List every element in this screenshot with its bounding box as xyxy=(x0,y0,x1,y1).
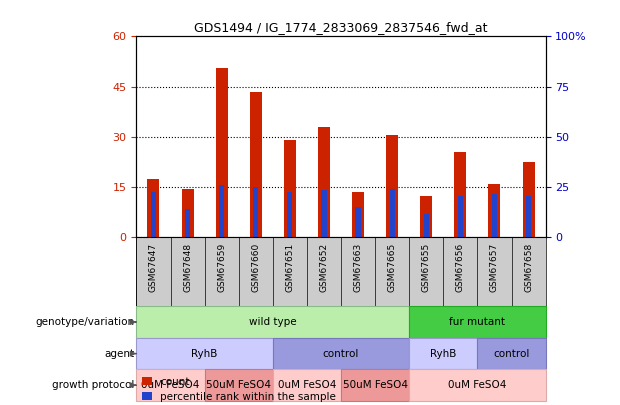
Bar xyxy=(458,196,463,237)
Bar xyxy=(409,338,477,369)
Bar xyxy=(477,338,546,369)
Title: GDS1494 / IG_1774_2833069_2837546_fwd_at: GDS1494 / IG_1774_2833069_2837546_fwd_at xyxy=(194,21,488,34)
Text: GSM67647: GSM67647 xyxy=(149,243,158,292)
Bar xyxy=(182,189,193,237)
Text: GSM67665: GSM67665 xyxy=(388,243,397,292)
Bar xyxy=(523,162,534,237)
Bar xyxy=(321,190,327,237)
Bar xyxy=(352,192,364,237)
Text: genotype/variation: genotype/variation xyxy=(35,317,135,327)
Bar xyxy=(148,179,159,237)
Text: GSM67656: GSM67656 xyxy=(456,243,465,292)
Bar xyxy=(318,127,330,237)
Text: GSM67655: GSM67655 xyxy=(422,243,431,292)
Bar xyxy=(136,306,409,338)
Bar xyxy=(273,338,409,369)
Bar xyxy=(284,140,296,237)
Text: GSM67660: GSM67660 xyxy=(251,243,260,292)
Text: 50uM FeSO4: 50uM FeSO4 xyxy=(206,380,271,390)
Text: RyhB: RyhB xyxy=(430,349,456,358)
Text: GSM67659: GSM67659 xyxy=(217,243,226,292)
Text: 0uM FeSO4: 0uM FeSO4 xyxy=(141,380,200,390)
Text: control: control xyxy=(323,349,359,358)
Bar xyxy=(185,209,190,237)
Bar xyxy=(216,68,228,237)
Bar xyxy=(273,369,341,401)
Text: fur mutant: fur mutant xyxy=(450,317,505,327)
Bar xyxy=(151,192,156,237)
Bar xyxy=(409,306,546,338)
Text: 0uM FeSO4: 0uM FeSO4 xyxy=(278,380,336,390)
Bar xyxy=(341,369,409,401)
Bar xyxy=(492,194,497,237)
Text: growth protocol: growth protocol xyxy=(52,380,135,390)
Text: control: control xyxy=(494,349,529,358)
Text: wild type: wild type xyxy=(249,317,296,327)
Text: 0uM FeSO4: 0uM FeSO4 xyxy=(448,380,507,390)
Bar xyxy=(219,185,224,237)
Bar xyxy=(287,192,293,237)
Bar xyxy=(250,92,262,237)
Text: GSM67648: GSM67648 xyxy=(183,243,192,292)
Bar xyxy=(420,196,432,237)
Bar xyxy=(136,338,273,369)
Bar xyxy=(454,152,466,237)
Text: GSM67663: GSM67663 xyxy=(353,243,363,292)
Text: GSM67652: GSM67652 xyxy=(319,243,329,292)
Bar xyxy=(389,189,395,237)
Text: 50uM FeSO4: 50uM FeSO4 xyxy=(343,380,407,390)
Legend: count, percentile rank within the sample: count, percentile rank within the sample xyxy=(141,377,336,402)
Bar xyxy=(489,184,500,237)
Text: GSM67657: GSM67657 xyxy=(490,243,499,292)
Bar xyxy=(386,135,398,237)
Bar xyxy=(205,369,273,401)
Text: GSM67651: GSM67651 xyxy=(285,243,294,292)
Text: agent: agent xyxy=(105,349,135,358)
Bar xyxy=(409,369,546,401)
Bar xyxy=(136,369,205,401)
Text: RyhB: RyhB xyxy=(192,349,218,358)
Bar xyxy=(423,214,429,237)
Bar xyxy=(355,207,361,237)
Bar xyxy=(526,196,531,237)
Bar xyxy=(253,187,259,237)
Text: GSM67658: GSM67658 xyxy=(524,243,533,292)
